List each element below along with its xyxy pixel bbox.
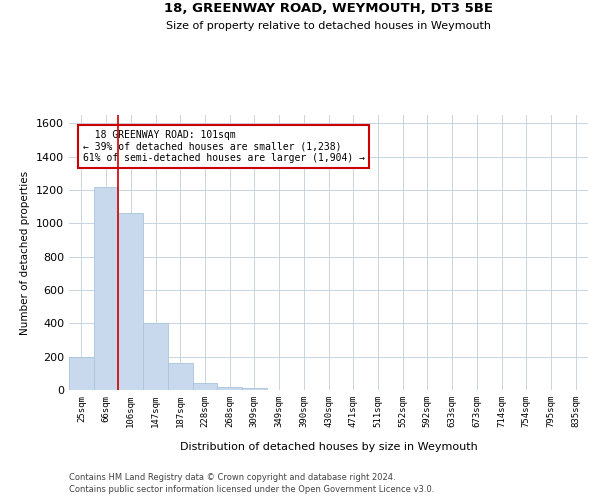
Text: 18, GREENWAY ROAD, WEYMOUTH, DT3 5BE: 18, GREENWAY ROAD, WEYMOUTH, DT3 5BE [164,2,493,16]
Bar [193,382,217,390]
Text: 18 GREENWAY ROAD: 101sqm
← 39% of detached houses are smaller (1,238)
61% of sem: 18 GREENWAY ROAD: 101sqm ← 39% of detach… [83,130,365,163]
Y-axis label: Number of detached properties: Number of detached properties [20,170,31,334]
Bar [69,356,94,390]
Text: Contains public sector information licensed under the Open Government Licence v3: Contains public sector information licen… [69,485,434,494]
Text: Distribution of detached houses by size in Weymouth: Distribution of detached houses by size … [180,442,478,452]
Bar [118,214,143,390]
Bar [242,388,267,390]
Bar [217,386,242,390]
Text: Size of property relative to detached houses in Weymouth: Size of property relative to detached ho… [166,21,491,31]
Text: Contains HM Land Registry data © Crown copyright and database right 2024.: Contains HM Land Registry data © Crown c… [69,472,395,482]
Bar [168,364,193,390]
Bar [143,324,168,390]
Bar [94,186,118,390]
